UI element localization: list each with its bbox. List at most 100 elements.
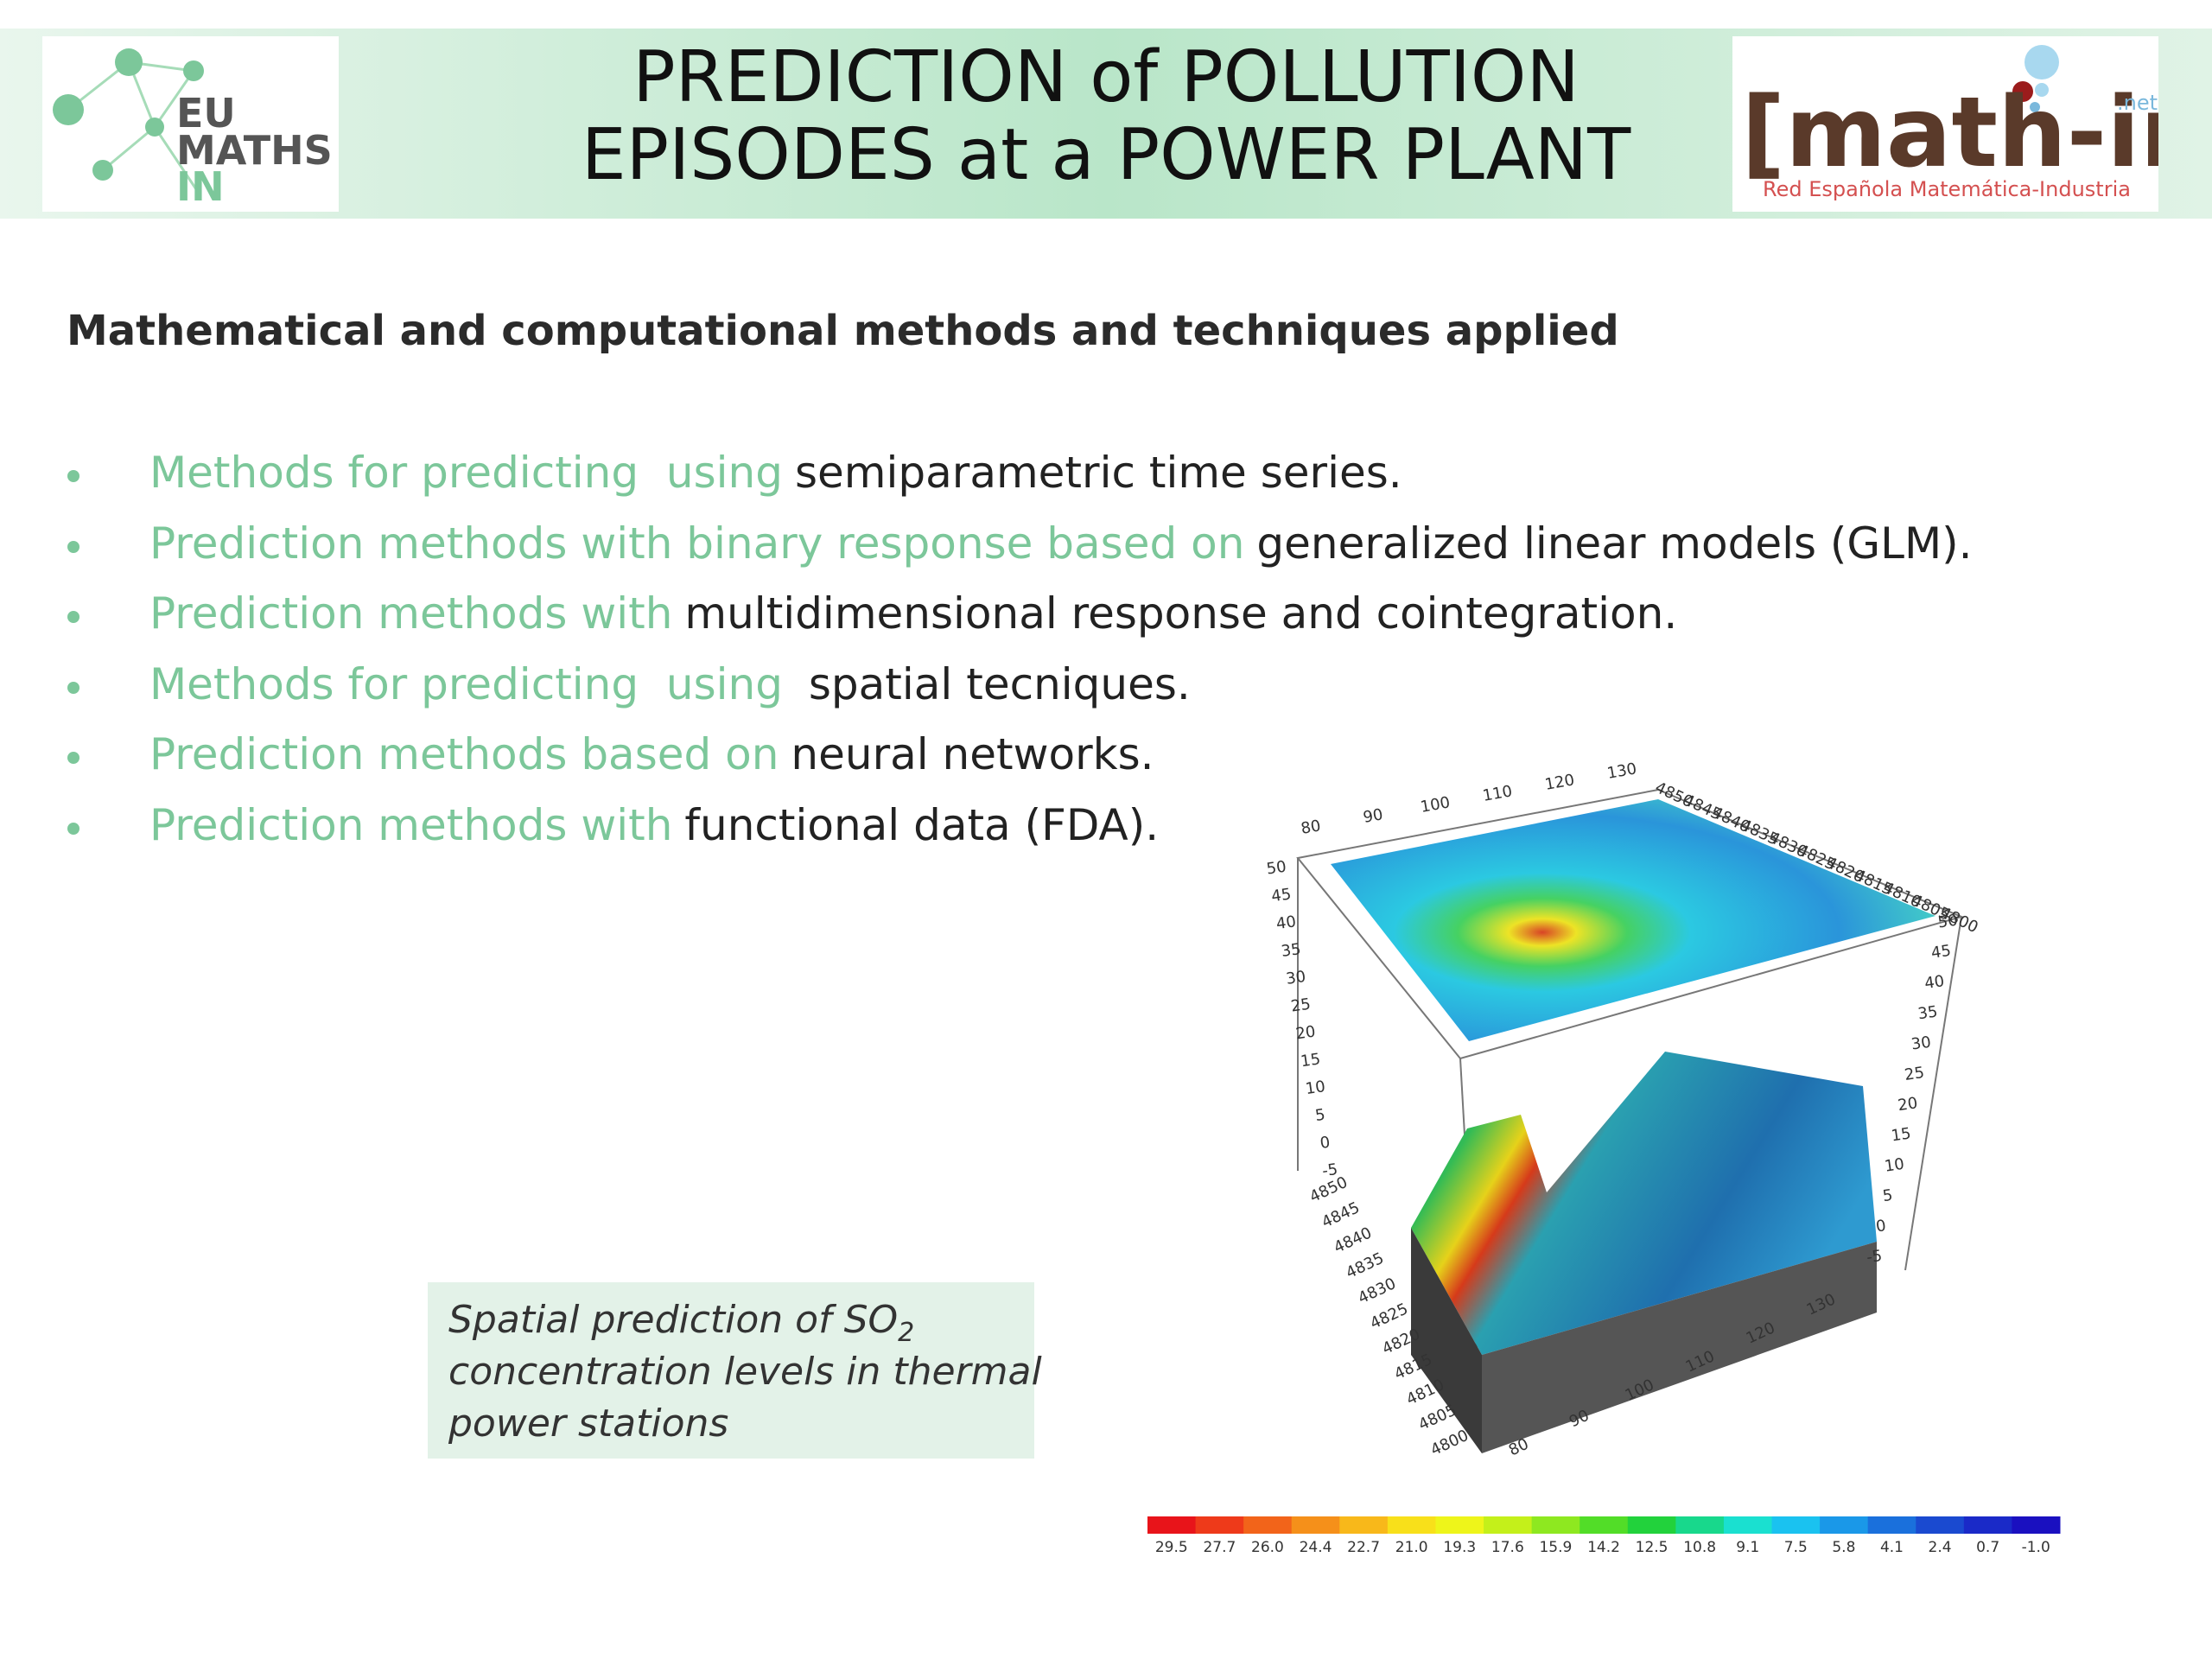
colorbar-segment	[1820, 1516, 1869, 1534]
y-tick-label: 4810	[1403, 1376, 1446, 1408]
bullet-lead: Prediction methods with	[149, 588, 673, 639]
z-tick-label: 45	[1270, 885, 1293, 906]
y-tick-label: 4825	[1367, 1300, 1410, 1332]
z-tick-label: 30	[1910, 1033, 1933, 1054]
logo-graphic: [math-in] .net Red Española Matemática-I…	[1741, 45, 2212, 201]
colorbar-label: 19.3	[1443, 1539, 1476, 1556]
bullet-rest: generalized linear models (GLM).	[1256, 518, 1973, 569]
logo-text: EU	[176, 90, 236, 137]
colorbar-segment	[1195, 1516, 1244, 1534]
logo-graphic: EU MATHS IN	[53, 48, 333, 210]
logo-text: MATHS	[176, 127, 333, 174]
z-tick-label: 35	[1280, 940, 1302, 961]
logo-text: IN	[176, 163, 225, 210]
bullet-rest: neural networks.	[791, 729, 1154, 780]
colorbar-label: 2.4	[1929, 1539, 1952, 1556]
bullet-lead: Prediction methods with	[149, 800, 673, 850]
z-tick-label: 0	[1319, 1134, 1331, 1153]
z-tick-label: 20	[1897, 1094, 1919, 1115]
caption-line: power stations	[448, 1402, 729, 1446]
colorbar-segment	[1291, 1516, 1340, 1534]
colorbar-segment	[1675, 1516, 1725, 1534]
section-heading: Mathematical and computational methods a…	[67, 307, 1619, 355]
math-in-logo: [math-in] .net Red Española Matemática-I…	[1732, 36, 2212, 212]
x-tick-label: 100	[1419, 793, 1451, 817]
bullet-lead: Prediction methods based on	[149, 729, 779, 780]
bullet-rest: functional data (FDA).	[684, 800, 1160, 850]
colorbar-label: 4.1	[1880, 1539, 1904, 1556]
y-tick-label: 4830	[1355, 1274, 1398, 1307]
bullet-dot	[67, 540, 79, 553]
bullet-lead: Methods for predicting using	[149, 448, 783, 498]
bullet-dot	[67, 752, 79, 765]
caption-subscript: 2	[898, 1317, 915, 1348]
x-tick-label: 130	[1605, 760, 1637, 783]
z-tick-label: 10	[1884, 1155, 1906, 1176]
y-tick-label: 4805	[1415, 1402, 1459, 1434]
colorbar-label: 26.0	[1251, 1539, 1284, 1556]
colorbar-label: -1.0	[2022, 1539, 2050, 1556]
colorbar-label: 5.8	[1832, 1539, 1855, 1556]
z-tick-label: 30	[1285, 968, 1307, 988]
colorbar-label: 24.4	[1300, 1539, 1332, 1556]
z-tick-label: 50	[1936, 912, 1959, 932]
colorbar-label: 17.6	[1491, 1539, 1524, 1556]
y-tick-label: 4845	[1319, 1198, 1362, 1231]
colorbar-segment	[1723, 1516, 1773, 1534]
colorbar-segment	[1867, 1516, 1916, 1534]
z-tick-label: 10	[1305, 1077, 1327, 1098]
x-tick-label: 90	[1362, 805, 1384, 827]
eu-maths-in-logo: EU MATHS IN	[42, 36, 339, 212]
title-line: EPISODES at a POWER PLANT	[581, 114, 1631, 196]
bullet-rest: multidimensional response and cointegrat…	[684, 588, 1678, 639]
z-tick-label: 40	[1923, 972, 1946, 993]
x-tick-label: 120	[1543, 771, 1575, 794]
colorbar-label: 9.1	[1736, 1539, 1759, 1556]
z-tick-label: -5	[1866, 1247, 1884, 1267]
logo-text: Red Española Matemática-Industria	[1763, 177, 2131, 201]
bullet-dot	[67, 823, 79, 835]
colorbar-label: 29.5	[1155, 1539, 1188, 1556]
z-tick-label: -5	[1321, 1160, 1339, 1180]
colorbar-label: 7.5	[1784, 1539, 1808, 1556]
caption-line: concentration levels in thermal	[448, 1350, 1042, 1394]
bullet-dot	[67, 681, 79, 694]
colorbar-label: 10.8	[1683, 1539, 1716, 1556]
z-tick-label: 15	[1890, 1124, 1912, 1145]
colorbar-segment	[1771, 1516, 1821, 1534]
caption-text: Spatial prediction of SO	[448, 1298, 899, 1342]
z-tick-label: 25	[1290, 995, 1313, 1016]
colorbar-label: 14.2	[1587, 1539, 1620, 1556]
colorbar-label: 22.7	[1347, 1539, 1380, 1556]
colorbar-segment	[1243, 1516, 1293, 1534]
y-tick-label: 4835	[1343, 1249, 1386, 1282]
colorbar-segment	[2012, 1516, 2061, 1534]
colorbar-label: 27.7	[1203, 1539, 1236, 1556]
bullet-lead: Prediction methods with binary response …	[149, 518, 1245, 569]
colorbar-label: 21.0	[1395, 1539, 1428, 1556]
z-tick-label: 5	[1882, 1186, 1894, 1205]
logo-text: .net	[2117, 91, 2158, 115]
colorbar-label: 15.9	[1539, 1539, 1572, 1556]
colorbar-label: 12.5	[1636, 1539, 1669, 1556]
z-tick-label: 45	[1930, 942, 1953, 963]
colorbar-segment	[1916, 1516, 1965, 1534]
z-tick-label: 5	[1314, 1106, 1326, 1125]
title: PREDICTION of POLLUTION EPISODES at a PO…	[484, 39, 1728, 194]
caption-box: Spatial prediction of SO2 concentration …	[428, 1282, 1042, 1459]
bullet-lead: Methods for predicting using	[149, 658, 783, 709]
z-tick-label: 50	[1265, 858, 1287, 879]
z-tick-label: 15	[1300, 1050, 1322, 1071]
x-tick-label: 80	[1300, 817, 1322, 838]
logo-text: [math-in]	[1741, 77, 2158, 189]
colorbar-label: 0.7	[1976, 1539, 1999, 1556]
colorbar-segment	[1147, 1516, 1197, 1534]
z-tick-label: 20	[1294, 1022, 1317, 1043]
x-tick-label: 110	[1481, 782, 1513, 805]
z-tick-label: 25	[1904, 1064, 1926, 1084]
colorbar-segment	[1435, 1516, 1484, 1534]
colorbar-segment	[1339, 1516, 1389, 1534]
bullet-rest: spatial tecniques.	[794, 658, 1191, 709]
y-tick-label: 4800	[1427, 1427, 1471, 1459]
bullet-dot	[67, 611, 79, 624]
